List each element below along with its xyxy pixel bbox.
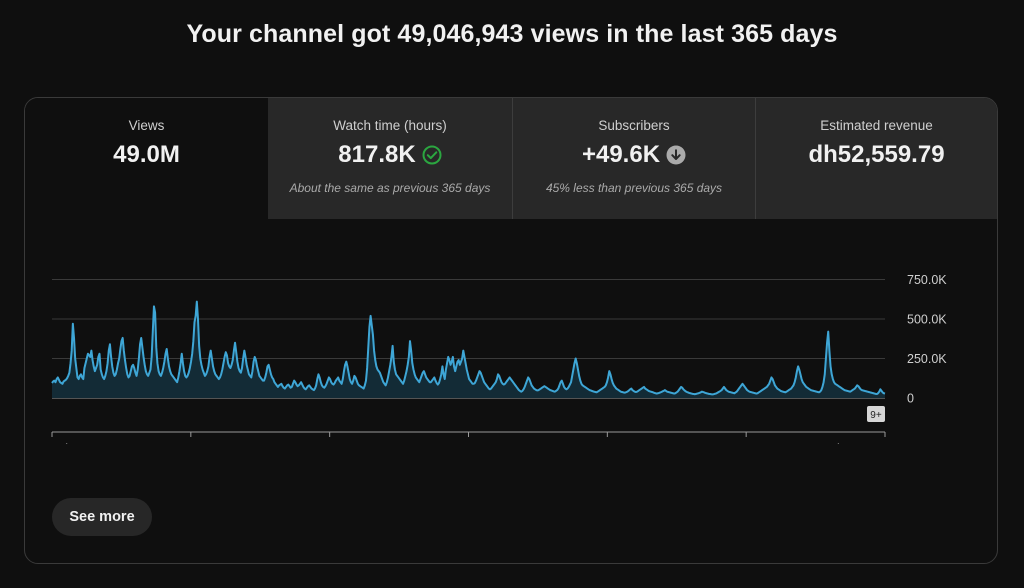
tab-views-label: Views [128, 118, 165, 133]
arrow-down-circle-icon [666, 145, 686, 165]
tab-watch-time-label: Watch time (hours) [333, 118, 447, 133]
check-circle-icon [422, 145, 442, 165]
chart-line-views [51, 300, 886, 396]
tab-revenue-value: dh52,559.79 [808, 141, 945, 168]
tab-subscribers[interactable]: Subscribers +49.6K 45% less than previou… [512, 98, 755, 219]
analytics-card: Views 49.0M Watch time (hours) 817.8K Ab… [24, 97, 998, 564]
tab-revenue-label: Estimated revenue [820, 118, 933, 133]
views-line-chart: 750.0K 500.0K 250.0K 0 Jul 4, 2025 Sep 3, 20… [51, 273, 947, 444]
chart-y-tick-label: 250.0K [907, 352, 947, 366]
tab-watch-time[interactable]: Watch time (hours) 817.8K About the same… [268, 98, 512, 219]
chart-y-ticks: 750.0K 500.0K 250.0K 0 [907, 273, 947, 406]
chart-x-tick-label: Jul 4, 2025 [52, 442, 113, 444]
chart-x-tick-label: Nov 2, 2025 [296, 442, 363, 444]
page-headline: Your channel got 49,046,943 views in the… [186, 20, 838, 48]
tab-estimated-revenue[interactable]: Estimated revenue dh52,559.79 [755, 98, 997, 219]
chart-x-tick-label: Jan 2, 2026 [436, 442, 501, 444]
tab-watch-time-note: About the same as previous 365 days [289, 181, 491, 195]
chart-x-tick-label: Mar 4, 2026 [574, 442, 641, 444]
chart-x-axis: Jul 4, 2025 Sep 3, 2025 Nov 2, 2025 Jan 2, … [51, 431, 886, 444]
metric-tabs: Views 49.0M Watch time (hours) 817.8K Ab… [25, 98, 997, 219]
see-more-button[interactable]: See more [52, 498, 152, 536]
tab-watch-time-value: 817.8K [338, 141, 416, 168]
more-data-badge-label: 9+ [870, 410, 882, 421]
chart-x-tick-label: Jul 3, 2026 [824, 442, 885, 444]
chart-badge-group[interactable]: 9+ [867, 406, 885, 422]
chart-y-tick-label: 0 [907, 392, 914, 406]
tab-subscribers-note: 45% less than previous 365 days [545, 181, 723, 195]
chart-area-fill [52, 301, 885, 398]
chart-y-tick-label: 500.0K [907, 313, 947, 327]
tab-subscribers-label: Subscribers [598, 118, 670, 133]
tab-subscribers-value: +49.6K [581, 141, 661, 168]
chart-x-tick-label: Sep 3, 2025 [157, 442, 224, 444]
tab-views-value: 49.0M [113, 141, 180, 168]
chart-x-tick-label: May 3, 2026 [712, 442, 781, 444]
tab-views[interactable]: Views 49.0M [25, 98, 268, 219]
more-data-badge[interactable] [867, 406, 885, 422]
chart-y-tick-label: 750.0K [907, 273, 947, 287]
